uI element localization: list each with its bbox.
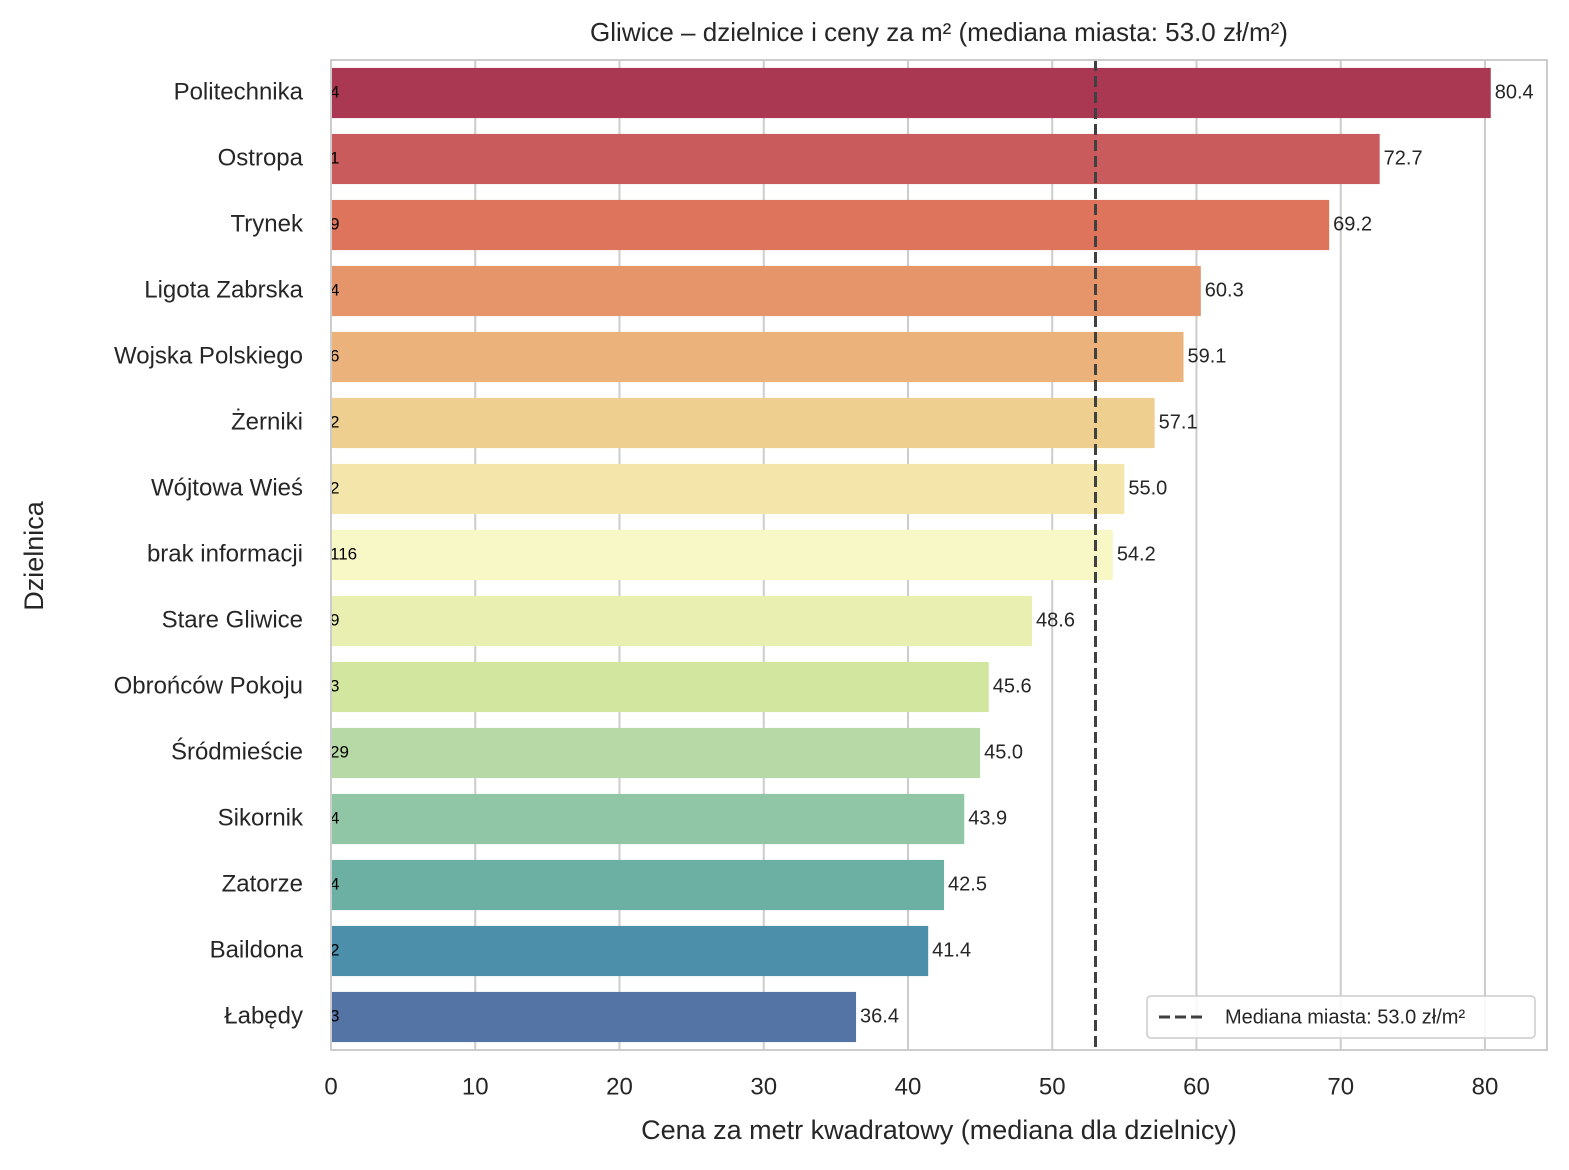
count-label: 2 bbox=[330, 412, 339, 431]
count-label: 3 bbox=[330, 1006, 339, 1025]
x-tick-label: 50 bbox=[1039, 1073, 1066, 1100]
bar bbox=[331, 397, 1155, 449]
bar bbox=[331, 859, 945, 911]
x-tick-label: 10 bbox=[462, 1073, 489, 1100]
bar bbox=[331, 529, 1113, 581]
value-label: 60.3 bbox=[1205, 279, 1244, 301]
y-tick-label: brak informacji bbox=[147, 540, 303, 567]
y-tick-label: Politechnika bbox=[174, 78, 304, 105]
bar bbox=[331, 925, 929, 977]
value-label: 55.0 bbox=[1128, 477, 1167, 499]
value-label: 69.2 bbox=[1333, 213, 1372, 235]
y-tick-label: Łabędy bbox=[224, 1002, 303, 1029]
y-tick-label: Sikornik bbox=[218, 804, 304, 831]
value-label: 59.1 bbox=[1187, 345, 1226, 367]
value-label: 43.9 bbox=[968, 807, 1007, 829]
y-tick-label: Wojska Polskiego bbox=[114, 342, 303, 369]
legend-label: Mediana miasta: 53.0 zł/m² bbox=[1225, 1006, 1465, 1028]
value-label: 54.2 bbox=[1117, 543, 1156, 565]
x-tick-label: 0 bbox=[324, 1073, 337, 1100]
y-tick-label: Wójtowa Wieś bbox=[151, 474, 303, 501]
value-label: 45.6 bbox=[993, 675, 1032, 697]
bar bbox=[331, 265, 1201, 317]
value-label: 72.7 bbox=[1384, 147, 1423, 169]
count-label: 4 bbox=[330, 808, 339, 827]
count-label: 2 bbox=[330, 478, 339, 497]
x-tick-label: 70 bbox=[1327, 1073, 1354, 1100]
y-tick-label: Ostropa bbox=[218, 144, 304, 171]
y-tick-label: Śródmieście bbox=[171, 737, 303, 765]
count-label: 6 bbox=[330, 346, 339, 365]
legend: Mediana miasta: 53.0 zł/m² bbox=[1146, 995, 1536, 1039]
y-tick-label: Trynek bbox=[231, 210, 304, 237]
value-label: 57.1 bbox=[1159, 411, 1198, 433]
bar bbox=[331, 727, 981, 779]
value-label: 80.4 bbox=[1495, 81, 1534, 103]
value-label: 41.4 bbox=[932, 939, 971, 961]
count-label: 9 bbox=[330, 214, 339, 233]
bar bbox=[331, 331, 1184, 383]
count-label: 2 bbox=[330, 940, 339, 959]
x-tick-label: 30 bbox=[750, 1073, 777, 1100]
bar bbox=[331, 463, 1125, 515]
x-tick-label: 40 bbox=[895, 1073, 922, 1100]
legend-box bbox=[1146, 995, 1536, 1039]
x-tick-label: 80 bbox=[1472, 1073, 1499, 1100]
chart-title: Gliwice – dzielnice i ceny za m² (median… bbox=[590, 17, 1288, 47]
y-tick-label: Baildona bbox=[210, 936, 304, 963]
bar bbox=[331, 133, 1380, 185]
y-tick-label: Obrońców Pokoju bbox=[114, 672, 303, 699]
bar bbox=[331, 67, 1491, 119]
y-tick-label: Zatorze bbox=[222, 870, 303, 897]
y-axis-label: Dzielnica bbox=[19, 500, 49, 611]
count-label: 4 bbox=[330, 874, 339, 893]
count-label: 4 bbox=[330, 82, 339, 101]
count-label: 3 bbox=[330, 676, 339, 695]
count-label: 29 bbox=[330, 742, 349, 761]
value-label: 45.0 bbox=[984, 741, 1023, 763]
plot-frame bbox=[330, 59, 1548, 1051]
y-tick-label: Ligota Zabrska bbox=[144, 276, 303, 303]
count-label: 116 bbox=[330, 544, 357, 563]
count-label: 4 bbox=[330, 280, 339, 299]
bar bbox=[331, 991, 857, 1043]
value-label: 42.5 bbox=[948, 873, 987, 895]
bar bbox=[331, 595, 1033, 647]
value-label: 36.4 bbox=[860, 1005, 899, 1027]
bar bbox=[331, 661, 989, 713]
x-tick-label: 60 bbox=[1183, 1073, 1210, 1100]
y-tick-label: Stare Gliwice bbox=[162, 606, 303, 633]
count-label: 1 bbox=[330, 148, 339, 167]
x-tick-label: 20 bbox=[606, 1073, 633, 1100]
x-axis-label: Cena za metr kwadratowy (mediana dla dzi… bbox=[641, 1115, 1237, 1145]
count-label: 9 bbox=[330, 610, 339, 629]
y-tick-label: Żerniki bbox=[231, 408, 303, 435]
bar bbox=[331, 793, 965, 845]
value-label: 48.6 bbox=[1036, 609, 1075, 631]
bar bbox=[331, 199, 1330, 251]
